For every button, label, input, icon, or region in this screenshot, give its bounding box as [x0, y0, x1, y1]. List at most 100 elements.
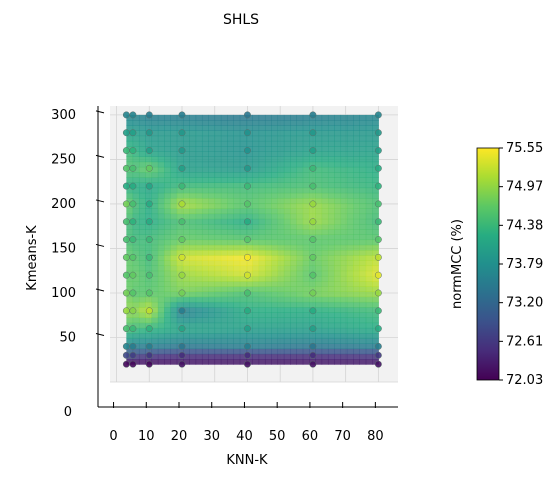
surface-cell [189, 301, 197, 308]
surface-cell [176, 198, 184, 204]
surface-cell [195, 338, 203, 344]
surface-cell [252, 255, 260, 261]
data-point [309, 289, 317, 297]
surface-cell [208, 182, 216, 189]
surface-cell [346, 172, 354, 178]
surface-cell [359, 296, 367, 303]
surface-cell [327, 338, 335, 344]
surface-cell [227, 338, 234, 344]
surface-cell [321, 151, 329, 157]
surface-cell [164, 125, 171, 131]
surface-cell [327, 270, 335, 277]
surface-cell [271, 353, 279, 360]
surface-cell [164, 229, 171, 235]
surface-cell [277, 281, 285, 287]
surface-cell [283, 177, 291, 183]
surface-cell [302, 125, 310, 131]
data-point [244, 147, 251, 154]
surface-cell [145, 192, 153, 199]
surface-cell [189, 338, 197, 344]
surface-cell [220, 218, 228, 225]
surface-cell [208, 239, 216, 246]
surface-cell [227, 322, 234, 329]
surface-cell [359, 203, 367, 209]
surface-cell [208, 270, 216, 277]
surface-cell [170, 265, 178, 272]
surface-cell [277, 296, 285, 303]
surface-cell [239, 275, 247, 282]
surface-cell [233, 301, 241, 308]
surface-cell [296, 229, 304, 235]
surface-cell [321, 125, 329, 131]
surface-cell [372, 198, 379, 204]
surface-cell [353, 270, 360, 277]
surface-cell [176, 322, 184, 329]
surface-cell [302, 275, 310, 282]
surface-cell [353, 348, 360, 355]
surface-cell [138, 338, 146, 344]
surface-cell [340, 265, 348, 272]
surface-cell [340, 203, 348, 209]
surface-cell [227, 348, 234, 355]
surface-cell [176, 249, 184, 256]
surface-cell [246, 161, 253, 168]
surface-cell [365, 338, 373, 344]
data-point [145, 271, 153, 279]
surface-cell [283, 260, 291, 267]
surface-cell [214, 296, 222, 303]
surface-cell [340, 359, 348, 365]
surface-cell [302, 244, 310, 251]
surface-cell [327, 125, 335, 131]
surface-cell [264, 120, 272, 126]
surface-cell [365, 229, 373, 235]
surface-cell [227, 270, 234, 277]
surface-cell [151, 338, 159, 344]
surface-cell [315, 146, 323, 152]
surface-cell [315, 286, 323, 292]
surface-cell [296, 301, 304, 308]
surface-cell [189, 120, 197, 126]
data-point [178, 253, 186, 261]
surface-cell [126, 114, 134, 121]
surface-cell [151, 249, 159, 256]
surface-cell [372, 177, 379, 183]
surface-cell [239, 343, 247, 350]
surface-cell [327, 208, 335, 215]
surface-cell [214, 307, 222, 313]
surface-cell [201, 312, 209, 318]
surface-cell [315, 187, 323, 194]
surface-cell [208, 218, 216, 225]
surface-cell [327, 239, 335, 246]
surface-cell [227, 317, 234, 324]
surface-cell [170, 338, 178, 344]
surface-cell [302, 140, 310, 147]
surface-cell [233, 322, 241, 329]
surface-cell [334, 130, 342, 137]
surface-cell [283, 333, 291, 339]
surface-cell [283, 166, 291, 173]
surface-cell [195, 198, 203, 204]
surface-cell [290, 125, 297, 131]
surface-cell [271, 146, 279, 152]
surface-cell [227, 249, 234, 256]
surface-cell [290, 229, 297, 235]
surface-cell [126, 275, 134, 282]
surface-cell [201, 343, 209, 350]
surface-cell [201, 198, 209, 204]
surface-cell [359, 213, 367, 220]
surface-cell [132, 192, 140, 199]
surface-cell [145, 172, 153, 178]
surface-cell [258, 229, 266, 235]
surface-cell [195, 182, 203, 189]
surface-cell [359, 182, 367, 189]
surface-cell [264, 234, 272, 241]
surface-cell [309, 333, 316, 339]
surface-cell [296, 203, 304, 209]
surface-cell [296, 281, 304, 287]
surface-cell [132, 135, 140, 142]
surface-cell [132, 286, 140, 292]
surface-cell [151, 120, 159, 126]
surface-cell [183, 281, 190, 287]
surface-cell [340, 327, 348, 334]
surface-cell [214, 291, 222, 298]
